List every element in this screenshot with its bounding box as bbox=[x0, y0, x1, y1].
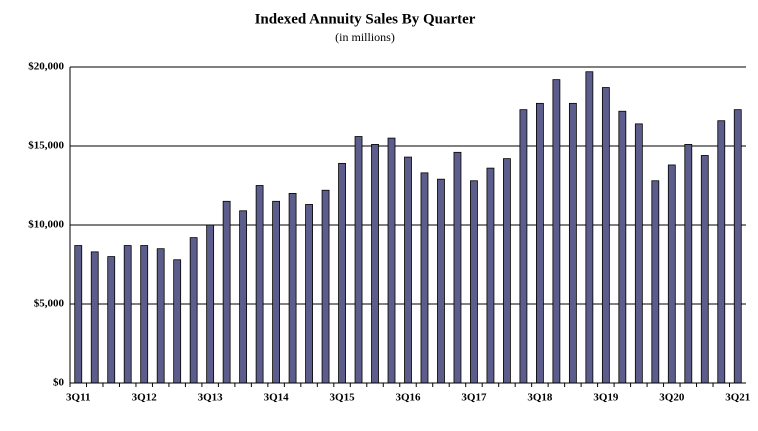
bar bbox=[74, 245, 83, 384]
bar bbox=[568, 102, 577, 384]
bar bbox=[733, 109, 742, 384]
x-tick-label: 3Q16 bbox=[395, 392, 421, 404]
bar bbox=[305, 204, 313, 384]
x-tick-label: 3Q17 bbox=[461, 392, 487, 404]
x-tick-label: 3Q20 bbox=[659, 392, 685, 404]
bar bbox=[552, 79, 561, 384]
bar bbox=[503, 158, 511, 384]
bar bbox=[453, 151, 462, 384]
y-tick-label: $20,000 bbox=[28, 61, 64, 73]
bar bbox=[420, 172, 429, 384]
bar bbox=[437, 178, 445, 384]
chart-title: Indexed Annuity Sales By Quarter bbox=[255, 11, 476, 27]
bar bbox=[387, 137, 396, 384]
bar bbox=[519, 109, 528, 384]
bar bbox=[717, 120, 726, 384]
bar bbox=[354, 136, 363, 384]
bar bbox=[123, 245, 132, 384]
bar bbox=[371, 144, 379, 384]
bar bbox=[585, 71, 594, 384]
bar bbox=[222, 200, 231, 384]
bar bbox=[338, 162, 346, 384]
bar bbox=[667, 164, 676, 384]
bar bbox=[321, 189, 330, 384]
bar bbox=[634, 123, 643, 384]
bar bbox=[189, 237, 198, 384]
x-tick-label: 3Q13 bbox=[198, 392, 224, 404]
x-tick-label: 3Q11 bbox=[66, 392, 90, 404]
x-tick-label: 3Q19 bbox=[593, 392, 619, 404]
bar bbox=[404, 156, 412, 384]
bar bbox=[272, 200, 280, 384]
chart-subtitle: (in millions) bbox=[335, 30, 395, 44]
y-tick-label: $15,000 bbox=[28, 140, 64, 152]
bar bbox=[173, 259, 182, 384]
y-tick-label: $10,000 bbox=[28, 219, 64, 231]
x-tick-label: 3Q14 bbox=[264, 392, 290, 404]
bar bbox=[206, 224, 215, 384]
bar bbox=[239, 210, 248, 384]
bar bbox=[651, 180, 660, 384]
x-tick-label: 3Q21 bbox=[725, 392, 750, 404]
bar bbox=[140, 245, 149, 384]
x-tick-label: 3Q18 bbox=[527, 392, 553, 404]
y-tick-label: $0 bbox=[53, 377, 65, 389]
bar bbox=[255, 185, 264, 384]
bar bbox=[288, 192, 297, 384]
bar bbox=[700, 155, 709, 384]
bar bbox=[107, 256, 116, 384]
bar bbox=[536, 102, 544, 384]
x-tick-label: 3Q12 bbox=[132, 392, 158, 404]
bar bbox=[90, 251, 99, 384]
bar bbox=[470, 180, 478, 384]
bar bbox=[601, 87, 610, 384]
y-tick-label: $5,000 bbox=[34, 298, 65, 310]
x-tick-label: 3Q15 bbox=[330, 392, 356, 404]
bar bbox=[486, 167, 495, 384]
bar bbox=[156, 248, 165, 384]
bar bbox=[684, 144, 693, 384]
bar bbox=[618, 110, 627, 384]
